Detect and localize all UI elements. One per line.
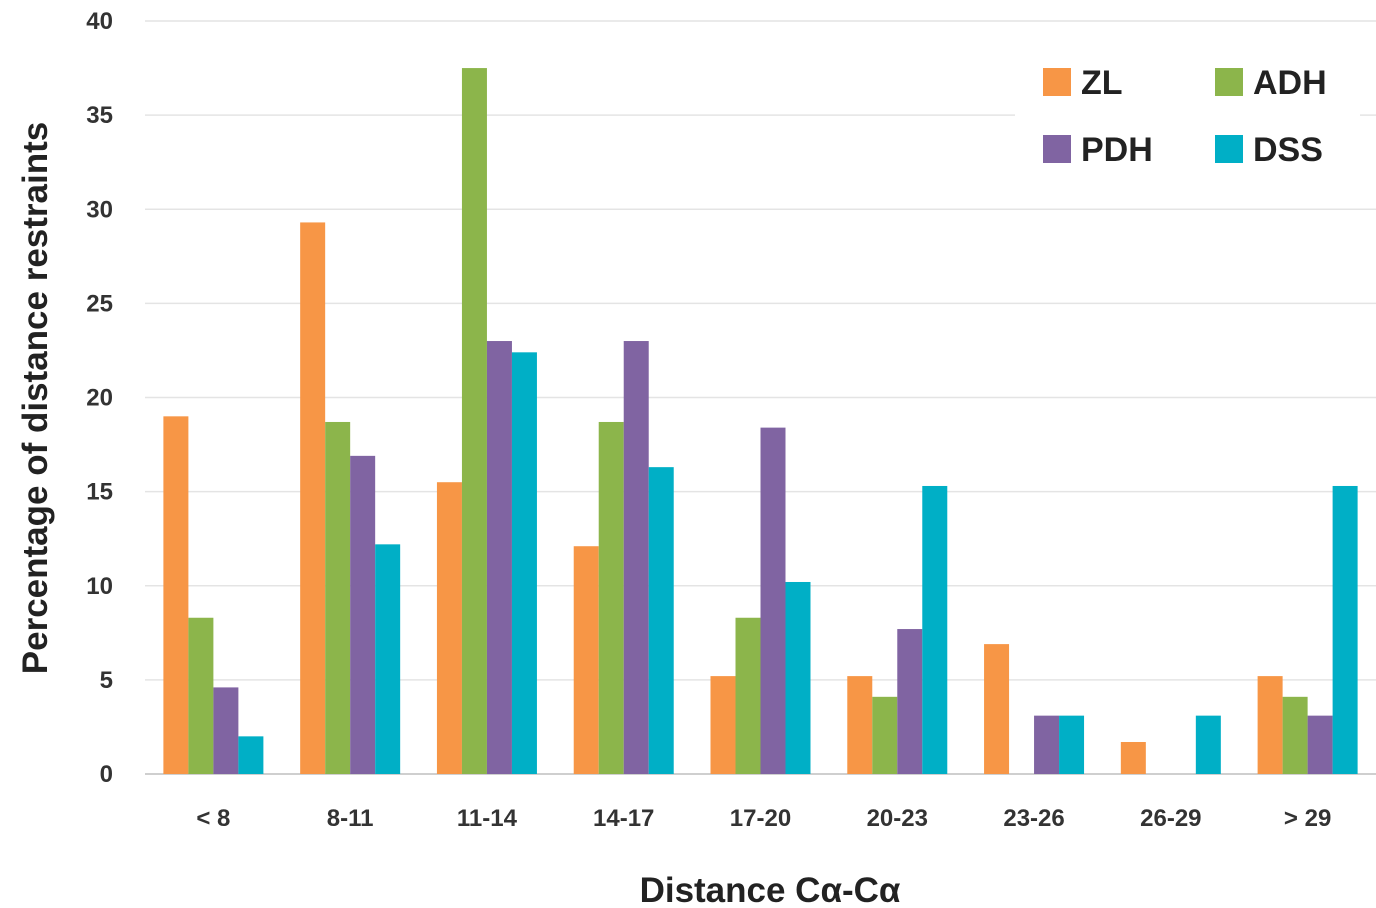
- bar-pdh-8: [1307, 715, 1333, 774]
- bar-dss-3: [648, 467, 674, 774]
- bar-zl-4: [710, 676, 736, 774]
- bar-dss-0: [238, 736, 264, 774]
- bar-pdh-5: [897, 629, 923, 774]
- bar-zl-8: [1257, 676, 1283, 774]
- x-tick-label: 23-26: [1003, 805, 1064, 832]
- y-tick-label: 0: [100, 761, 113, 788]
- bar-adh-1: [325, 421, 351, 774]
- bar-zl-2: [436, 482, 462, 774]
- x-tick-label: 8-11: [327, 805, 374, 832]
- x-tick-label: < 8: [196, 805, 230, 832]
- x-tick-label: 17-20: [730, 805, 791, 832]
- bar-pdh-4: [760, 427, 786, 774]
- x-tick-label: 26-29: [1140, 805, 1201, 832]
- legend: ZL ADH PDH DSS: [1015, 58, 1360, 183]
- bar-dss-8: [1332, 485, 1358, 774]
- legend-label-adh: ADH: [1253, 64, 1327, 102]
- y-tick-label: 15: [86, 479, 113, 506]
- y-tick-label: 10: [86, 573, 113, 600]
- bar-dss-4: [785, 581, 811, 774]
- y-tick-label: 25: [86, 290, 113, 317]
- bar-dss-2: [511, 352, 537, 774]
- x-tick-labels: < 8 8-11 11-14 14-17 17-20 20-23 23-26 26-29 > 2…: [196, 805, 1331, 832]
- bar-dss-7: [1195, 715, 1221, 774]
- legend-label-zl: ZL: [1081, 64, 1123, 102]
- y-tick-label: 40: [86, 8, 113, 35]
- legend-swatch-pdh: [1043, 135, 1071, 163]
- x-axis-title: Distance Cα-Cα: [640, 871, 901, 908]
- y-tick-label: 5: [100, 667, 113, 694]
- bar-zl-6: [984, 644, 1010, 774]
- bar-zl-3: [573, 546, 599, 774]
- bar-zl-0: [163, 416, 189, 774]
- bar-dss-1: [375, 544, 401, 774]
- y-tick-label: 30: [86, 196, 113, 223]
- legend-background: [1015, 58, 1360, 183]
- bar-adh-8: [1282, 696, 1308, 774]
- bar-adh-3: [598, 421, 624, 774]
- x-tick-label: 14-17: [593, 805, 654, 832]
- bar-adh-5: [872, 696, 898, 774]
- x-tick-label: 11-14: [457, 805, 518, 832]
- bar-pdh-6: [1034, 715, 1060, 774]
- bar-pdh-1: [350, 455, 376, 774]
- bar-dss-5: [922, 485, 948, 774]
- legend-swatch-adh: [1215, 68, 1243, 96]
- bar-adh-2: [461, 68, 487, 774]
- y-axis-title: Percentage of distance restraints: [16, 122, 55, 674]
- bar-adh-0: [188, 617, 214, 774]
- bar-pdh-0: [213, 687, 239, 774]
- bars: [163, 68, 1358, 775]
- bar-zl-7: [1120, 741, 1146, 774]
- y-tick-label: 20: [86, 385, 113, 412]
- bar-adh-4: [735, 617, 761, 774]
- y-tick-labels: 0 5 10 15 20 25 30 35 40: [86, 8, 113, 788]
- legend-label-dss: DSS: [1253, 131, 1323, 169]
- y-tick-label: 35: [86, 102, 113, 129]
- bar-zl-5: [847, 676, 873, 774]
- x-tick-label: > 29: [1284, 805, 1331, 832]
- legend-swatch-zl: [1043, 68, 1071, 96]
- legend-swatch-dss: [1215, 135, 1243, 163]
- bar-pdh-3: [623, 341, 649, 774]
- bar-zl-1: [300, 222, 326, 775]
- bar-dss-6: [1059, 715, 1085, 774]
- bar-pdh-2: [486, 341, 512, 774]
- x-tick-label: 20-23: [867, 805, 928, 832]
- legend-label-pdh: PDH: [1081, 131, 1153, 169]
